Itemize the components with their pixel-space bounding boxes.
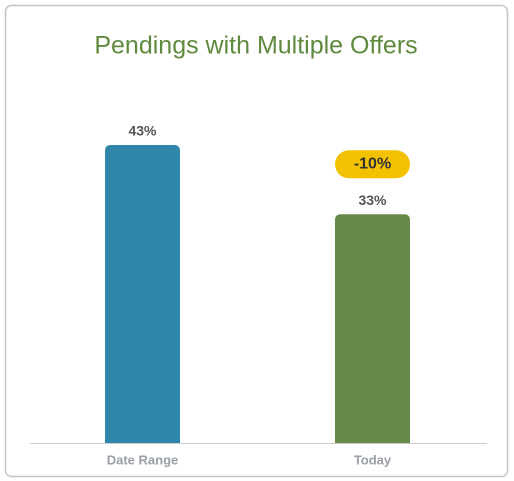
- value-label: 33%: [358, 192, 387, 208]
- card: [4, 4, 509, 478]
- bar: [335, 214, 410, 443]
- value-label: 43%: [128, 123, 157, 139]
- change-badge: [335, 150, 410, 179]
- x-tick-label: Date Range: [107, 452, 179, 467]
- bar: [105, 145, 180, 443]
- x-tick-label: Today: [354, 452, 392, 467]
- change-badge-label: -10%: [354, 156, 391, 173]
- chart-title: Pendings with Multiple Offers: [94, 32, 417, 60]
